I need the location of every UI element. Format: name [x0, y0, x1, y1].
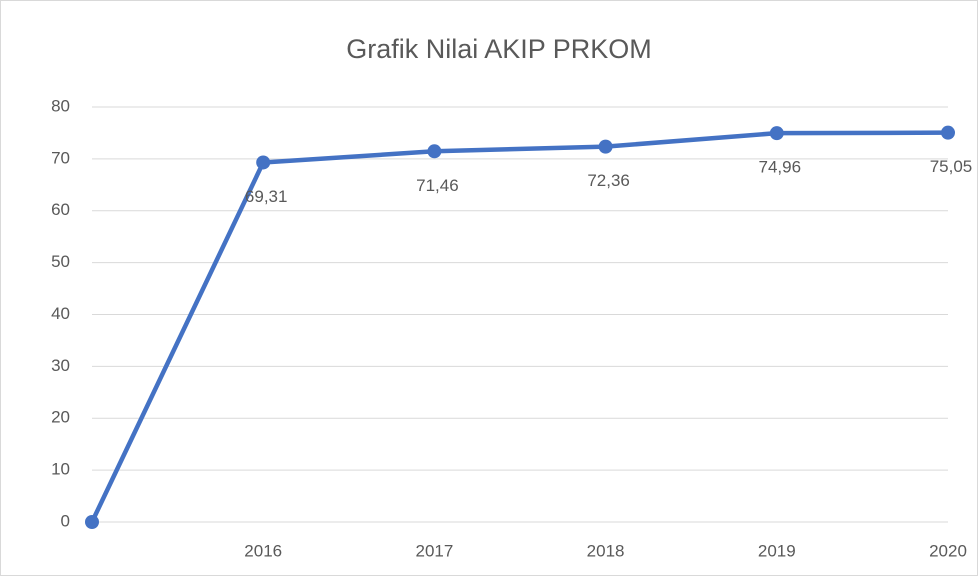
point: [85, 515, 99, 529]
data-label: 69,31: [245, 187, 288, 206]
x-tick-label: 2017: [415, 541, 453, 560]
x-tick-label: 2020: [929, 541, 967, 560]
x-tick-label: 2019: [758, 541, 796, 560]
line: [89, 130, 949, 523]
y-tick-label: 30: [51, 356, 70, 375]
y-tick-label: 60: [51, 200, 70, 219]
data-label: 72,36: [587, 171, 630, 190]
data-label: 74,96: [759, 158, 802, 177]
point: [769, 126, 784, 141]
y-tick-label: 40: [51, 304, 70, 323]
y-tick-label: 10: [51, 460, 70, 479]
point: [941, 125, 955, 140]
y-tick-label: 20: [51, 408, 70, 427]
data-label: 75,05: [930, 157, 973, 176]
point: [598, 139, 613, 154]
y-tick-label: 50: [51, 252, 70, 271]
point: [256, 155, 271, 170]
y-tick-label: 0: [61, 511, 70, 530]
chart-title: Grafik Nilai AKIP PRKOM: [346, 34, 652, 64]
x-tick-label: 2016: [244, 541, 282, 560]
point: [427, 144, 442, 159]
x-tick-label: 2018: [587, 541, 625, 560]
y-tick-label: 70: [51, 148, 70, 167]
data-label: 71,46: [416, 176, 459, 195]
y-tick-label: 80: [51, 96, 70, 115]
